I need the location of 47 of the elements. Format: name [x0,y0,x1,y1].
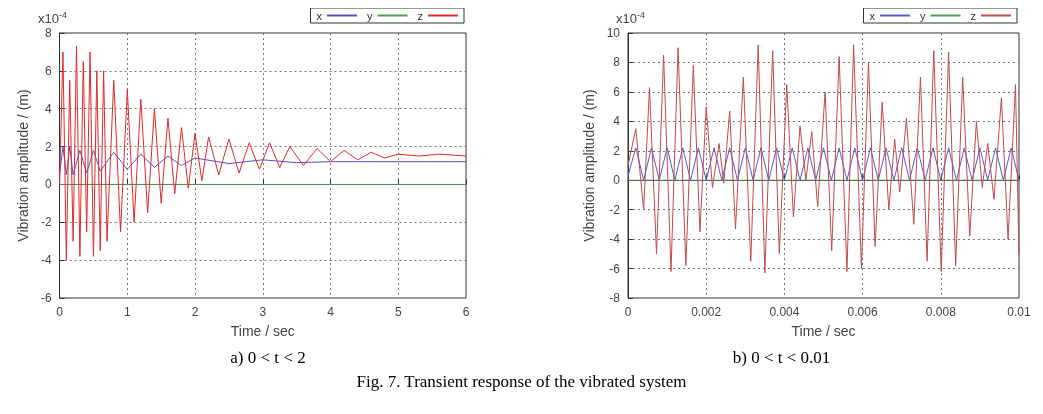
y-tick-label: 4 [44,101,52,116]
y-tick-label: 2 [613,143,621,158]
y-tick-label: 0 [44,177,52,192]
x-tick-label: 4 [327,305,335,319]
x-tick-label: 0.008 [925,305,957,319]
x-tick-label: 6 [462,305,470,319]
x-tick-label: 0 [624,305,632,319]
y-tick-label: -8 [609,291,621,305]
x-tick-label: 0.004 [769,305,800,319]
legend-label: x [869,9,876,22]
y-tick-label: -6 [40,291,52,305]
y-tick-label: -6 [609,261,621,276]
y-tick-label: 6 [44,63,52,78]
text: b) 0 < t < 0.01 [731,348,832,369]
y-tick-label: -4 [609,232,621,247]
y-tick-label: -4 [40,253,52,268]
y-tick-label: 6 [613,84,621,99]
y-tick-label: 2 [44,139,52,154]
legend-label: z [417,9,423,22]
legend-label: x [316,9,323,22]
legend-label: y [920,9,926,22]
line-series [59,146,467,176]
x-tick-label: 2 [191,305,199,319]
caption: Fig. 7. Transient response of the vibrated system [355,372,688,392]
text: a) 0 < t < 2 [229,348,307,369]
y-tick-label: 0 [613,173,621,188]
y-tick-label: 4 [613,114,621,129]
x-tick-label: 0.006 [847,305,878,319]
y-tick-label: -2 [40,215,52,230]
x-tick-label: 0.01 [1007,305,1031,319]
line-series [59,45,467,261]
x-axis-title: Time / sec [230,323,295,339]
line-series [627,44,1020,274]
legend-label: y [367,9,373,22]
x-tick-label: 0 [56,305,64,319]
legend-label: z [970,9,976,22]
x-tick-label: 0.002 [691,305,722,319]
y-axis-title: Vibration amplitude / (m) [580,89,597,242]
y-tick-label: 8 [44,26,52,40]
y-axis-title: Vibration amplitude / (m) [15,89,31,242]
y-tick-label: 8 [613,55,621,70]
x-axis-title: Time / sec [791,323,856,339]
x-tick-label: 1 [123,305,131,319]
x-tick-label: 3 [259,305,267,319]
y-tick-label: 10 [606,26,621,40]
y-tick-label: -2 [609,202,621,217]
x-tick-label: 5 [394,305,402,319]
